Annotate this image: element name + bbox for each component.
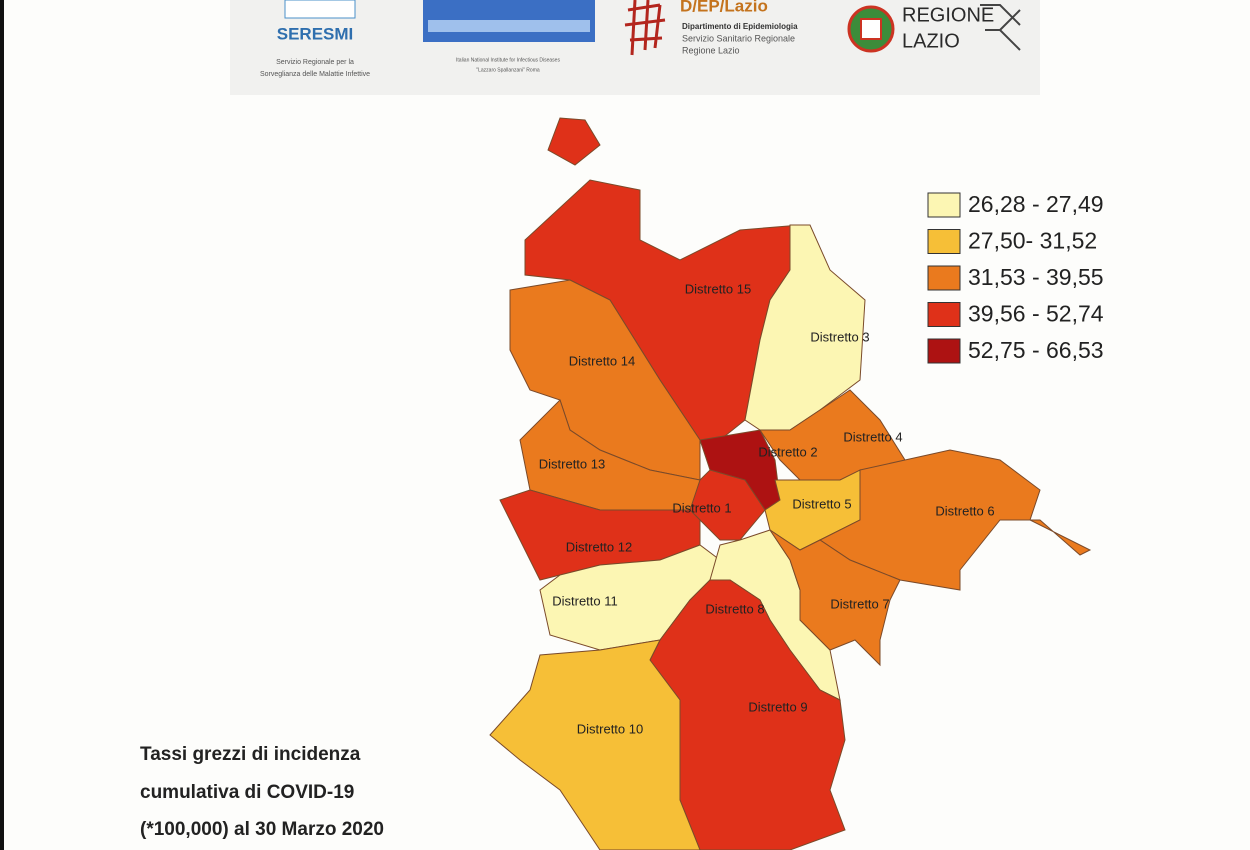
dep-title: D/EP/Lazio (680, 0, 768, 15)
district-area (489, 639, 701, 850)
seresmi-subtitle: Servizio Regionale per la (276, 59, 354, 66)
district-label: Distretto 14 (569, 353, 635, 368)
inmi-subtitle: "Lazzaro Spallanzani" Roma (476, 67, 540, 73)
district-label: Distretto 6 (935, 503, 994, 518)
district-label: Distretto 4 (843, 429, 902, 444)
seresmi-title: SERESMI (277, 24, 354, 43)
district-label: Distretto 1 (672, 500, 731, 515)
regione-text: LAZIO (902, 30, 960, 52)
regione-text: REGIONE (902, 4, 994, 26)
map: Distretto 15 Distretto 3 Distretto 14 Distr… (489, 117, 1092, 850)
district-label: Distretto 8 (705, 601, 764, 616)
district-label: Distretto 3 (810, 329, 869, 344)
caption-line: (*100,000) al 30 Marzo 2020 (140, 819, 384, 840)
legend-label: 52,75 - 66,53 (968, 337, 1104, 363)
legend-swatch (927, 338, 961, 364)
inmi-building (428, 20, 590, 32)
district-label: Distretto 2 (758, 444, 817, 459)
legend-label: 26,28 - 27,49 (968, 191, 1104, 217)
regione-emblem (860, 18, 882, 40)
district-label: Distretto 15 (685, 281, 751, 296)
dep-line: Regione Lazio (682, 45, 740, 55)
district-label: Distretto 11 (552, 593, 618, 608)
legend-label: 31,53 - 39,55 (968, 264, 1104, 290)
inmi-subtitle: Italian National Institute for Infectiou… (456, 57, 560, 63)
dep-line: Servizio Sanitario Regionale (682, 33, 795, 43)
dep-line: Dipartimento di Epidemiologia (682, 22, 798, 31)
legend-label: 39,56 - 52,74 (968, 301, 1104, 327)
district-label: Distretto 12 (566, 539, 632, 554)
district-label: Distretto 7 (830, 596, 889, 611)
district-label: Distretto 9 (748, 699, 807, 714)
district-area (769, 529, 901, 667)
left-border (0, 0, 4, 850)
seresmi-icon (284, 0, 356, 19)
dep-icon (624, 0, 666, 56)
district-label: Distretto 10 (577, 721, 643, 736)
legend-swatch (927, 229, 961, 254)
regione-lines (980, 4, 1021, 51)
legend-swatch (927, 192, 961, 218)
seresmi-subtitle: Sorveglianza delle Malattie Infettive (260, 71, 370, 78)
legend-label: 27,50- 31,52 (968, 228, 1097, 254)
district-label: Distretto 5 (792, 496, 851, 511)
district-label: Distretto 13 (539, 456, 605, 471)
legend: 26,28 - 27,49 27,50- 31,52 31,53 - 39,55 39… (927, 191, 1104, 364)
legend-swatch (927, 302, 961, 327)
legend-swatch (927, 265, 961, 291)
caption-line: cumulativa di COVID-19 (140, 782, 354, 803)
caption-line: Tassi grezzi di incidenza (140, 744, 361, 765)
